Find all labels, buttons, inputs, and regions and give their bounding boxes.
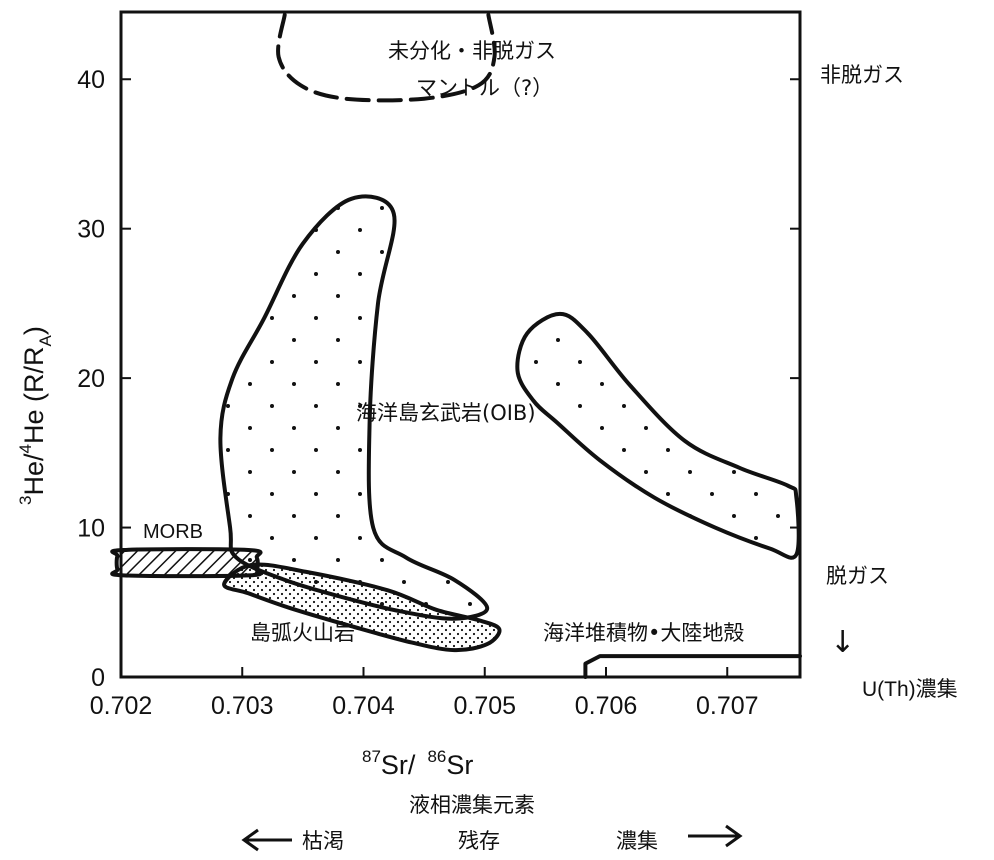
label-sediment: 海洋堆積物•大陸地殻 xyxy=(543,621,744,645)
region-dotted xyxy=(515,311,801,560)
x-tick-label: 0.702 xyxy=(90,692,153,720)
label-oib: 海洋島玄武岩(OIB) xyxy=(356,401,536,425)
y-tick-label: 30 xyxy=(77,216,105,244)
region-dotted xyxy=(218,194,490,621)
arrow-down-icon: ↓ xyxy=(830,625,855,660)
x-label-sr1: Sr/ xyxy=(381,750,416,780)
y-label-he2: He (R/R xyxy=(19,347,49,445)
right-arrow-icon xyxy=(688,824,743,848)
x-tick-label: 0.706 xyxy=(575,692,638,720)
label-arc: 島弧火山岩 xyxy=(250,621,355,645)
y-label-sup1: 3 xyxy=(16,496,35,505)
y-label-close: ) xyxy=(19,326,49,335)
x-tick-label: 0.704 xyxy=(332,692,395,720)
label-u-th: U(Th)濃集 xyxy=(862,678,958,701)
y-tick-label: 40 xyxy=(77,66,105,94)
y-tick-label: 10 xyxy=(77,515,105,543)
label-mantle-line1: 未分化・非脱ガス xyxy=(388,39,556,63)
label-mantle-line2: マントル（?） xyxy=(416,76,553,100)
label-degassed: 脱ガス xyxy=(826,564,889,588)
bottom-middle-label: 残存 xyxy=(458,829,500,853)
y-label-sup2: 4 xyxy=(16,444,35,453)
x-ticks: 0.702 0.703 0.704 0.705 0.706 0.707 xyxy=(90,667,759,720)
x-label-sup2: 86 xyxy=(427,747,446,766)
x-label-sup1: 87 xyxy=(362,747,381,766)
y-axis-label: 3He/4He (R/RA) xyxy=(16,326,55,505)
y-label-sub: A xyxy=(36,335,55,347)
bottom-title: 液相濃集元素 xyxy=(409,793,535,817)
bottom-left-label: 枯渇 xyxy=(302,829,344,853)
label-nondegassed: 非脱ガス xyxy=(820,63,904,87)
region-dashed xyxy=(276,13,497,103)
region-outline xyxy=(583,654,802,679)
y-ticks: 0 10 20 30 40 xyxy=(77,66,800,692)
y-label-he1: He/ xyxy=(19,453,49,496)
label-morb: MORB xyxy=(143,521,203,543)
x-tick-label: 0.705 xyxy=(453,692,516,720)
x-tick-label: 0.707 xyxy=(696,692,759,720)
region-hatched xyxy=(110,547,263,579)
y-tick-label: 0 xyxy=(91,664,105,692)
x-tick-label: 0.703 xyxy=(211,692,274,720)
y-tick-label: 20 xyxy=(77,365,105,393)
x-axis-label: 87Sr/86Sr xyxy=(362,747,473,780)
regions-layer xyxy=(110,13,802,679)
left-arrow-icon xyxy=(241,828,292,852)
bottom-right-label: 濃集 xyxy=(616,829,658,853)
x-label-sr2: Sr xyxy=(446,750,473,780)
plot-frame xyxy=(119,10,802,679)
